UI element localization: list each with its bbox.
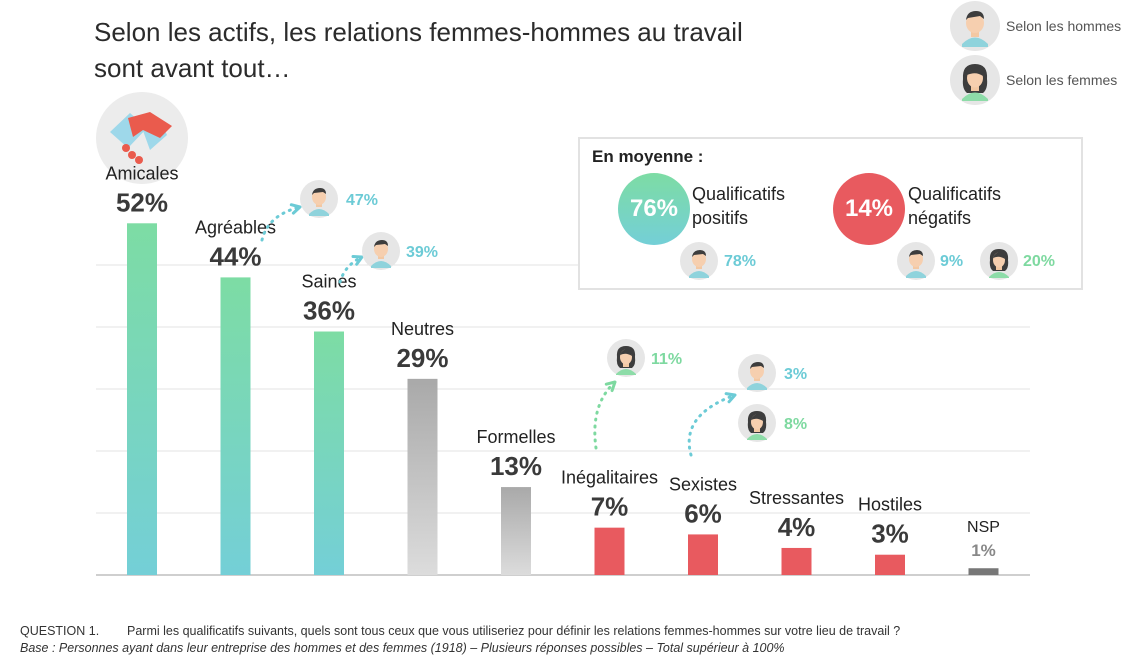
grid-lines	[96, 264, 1030, 576]
positive-label-line-2: positifs	[692, 208, 749, 228]
man-avatar-icon	[897, 242, 935, 280]
chart-title: Selon les actifs, les relations femmes-h…	[94, 14, 854, 86]
negative-label-line-1: Qualificatifs	[908, 184, 1002, 204]
bar-amicales	[127, 223, 157, 576]
negative-label-line-2: négatifs	[908, 208, 972, 228]
value-label: 4%	[778, 512, 816, 542]
average-box: En moyenne : 76% Qualificatifs positifs …	[578, 137, 1083, 290]
category-label: Agréables	[195, 217, 276, 237]
woman-avatar-icon	[738, 404, 776, 442]
value-label: 3%	[871, 519, 909, 549]
annotation-value: 47%	[346, 192, 378, 209]
category-label: Formelles	[476, 427, 555, 447]
annotation-women-inégalitaires: 11%	[593, 339, 682, 450]
bar-hostiles	[875, 554, 905, 575]
footer-notes: QUESTION 1. Parmi les qualificatifs suiv…	[20, 624, 1110, 655]
man-avatar-icon	[680, 242, 718, 280]
woman-avatar-icon	[980, 242, 1018, 280]
legend-label-women: Selon les femmes	[1006, 72, 1118, 88]
bar-agréables	[220, 277, 251, 575]
annotation-men-saines: 39%	[338, 232, 438, 284]
value-label: 44%	[209, 241, 261, 271]
arrow-head-icon	[289, 203, 302, 215]
annotation-men-agréables: 47%	[260, 180, 378, 242]
legend-item-women: Selon les femmes	[950, 55, 1117, 105]
chart-title-line-2: sont avant tout…	[94, 53, 291, 83]
arrow-head-icon	[351, 254, 364, 266]
category-label: Saines	[301, 272, 356, 292]
question-text: Parmi les qualificatifs suivants, quels …	[127, 624, 901, 638]
bar-nsp	[968, 568, 999, 575]
positive-average-label: Qualificatifs positifs	[692, 182, 812, 230]
handshake-icon	[96, 92, 188, 184]
legend-item-men: Selon les hommes	[950, 1, 1121, 51]
woman-avatar-icon	[950, 55, 1000, 105]
value-label: 36%	[303, 296, 355, 326]
chart-title-line-1: Selon les actifs, les relations femmes-h…	[94, 17, 743, 47]
man-avatar-icon	[950, 1, 1000, 51]
arrow-head-icon	[604, 380, 617, 393]
value-label: 52%	[116, 187, 168, 217]
bar-neutres	[407, 378, 438, 575]
bar-saines	[314, 331, 344, 575]
legend-label-men: Selon les hommes	[1006, 18, 1122, 34]
value-label: 13%	[490, 451, 542, 481]
arrow-head-icon	[724, 392, 737, 404]
value-label: 6%	[684, 498, 722, 528]
value-label: 7%	[591, 492, 629, 522]
bar-inégalitaires	[594, 527, 625, 575]
annotation-value: 39%	[406, 244, 438, 261]
category-label: Amicales	[105, 163, 178, 183]
category-label: Hostiles	[858, 495, 922, 515]
bar-chart: Amicales 52% Agréables 44% Saines 36% Neutres 2…	[96, 92, 1030, 576]
category-label: Neutres	[391, 319, 454, 339]
negative-average-value: 14%	[844, 195, 894, 222]
positive-men-value: 78%	[724, 253, 757, 270]
annotation-value: 3%	[784, 366, 807, 383]
category-label: Inégalitaires	[561, 468, 658, 488]
bar-stressantes	[781, 547, 812, 575]
category-label: Sexistes	[669, 474, 737, 494]
negative-women-value: 20%	[1023, 253, 1056, 270]
category-label: NSP	[967, 519, 1000, 536]
annotation-men-sexistes: 3%	[687, 354, 807, 457]
man-avatar-icon	[300, 180, 338, 218]
bar-formelles	[501, 487, 531, 575]
negative-average-label: Qualificatifs négatifs	[908, 182, 1028, 230]
negative-average-circle: 14%	[833, 173, 905, 245]
positive-average-circle: 76%	[618, 173, 690, 245]
negative-men-value: 9%	[940, 253, 964, 270]
bar-sexistes	[688, 534, 718, 575]
dotted-arrow	[593, 380, 617, 450]
value-label: 1%	[971, 541, 996, 560]
man-avatar-icon	[738, 354, 776, 392]
positive-label-line-1: Qualificatifs	[692, 184, 786, 204]
woman-avatar-icon	[607, 339, 645, 377]
annotation-women-sexistes: 8%	[738, 404, 807, 442]
average-box-title: En moyenne :	[592, 147, 704, 166]
annotation-value: 11%	[651, 351, 682, 368]
base-note: Base : Personnes ayant dans leur entrepr…	[20, 641, 785, 655]
dotted-arrow	[687, 393, 737, 457]
annotation-value: 8%	[784, 416, 807, 433]
question-number: QUESTION 1.	[20, 624, 100, 638]
category-label: Stressantes	[749, 488, 844, 508]
value-label: 29%	[396, 343, 448, 373]
question-line: QUESTION 1. Parmi les qualificatifs suiv…	[20, 624, 1110, 638]
positive-average-value: 76%	[629, 195, 679, 222]
dotted-arrow	[260, 205, 302, 242]
man-avatar-icon	[362, 232, 400, 270]
